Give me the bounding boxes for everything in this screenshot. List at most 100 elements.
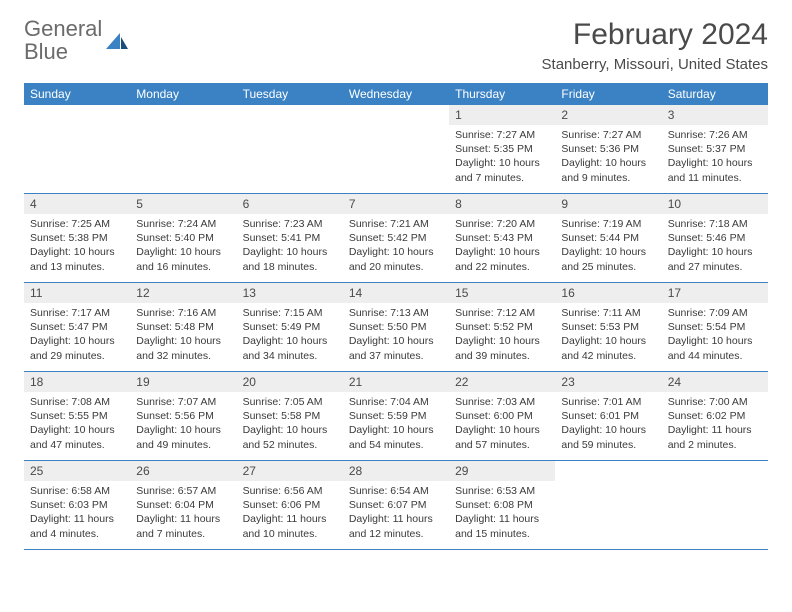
calendar-cell xyxy=(237,105,343,194)
day-number: 4 xyxy=(24,194,130,214)
weekday-header: Friday xyxy=(555,83,661,105)
day-number: 16 xyxy=(555,283,661,303)
day-number: 29 xyxy=(449,461,555,481)
day-body: Sunrise: 7:27 AMSunset: 5:35 PMDaylight:… xyxy=(449,125,555,190)
day-body: Sunrise: 7:04 AMSunset: 5:59 PMDaylight:… xyxy=(343,392,449,457)
day-number: 22 xyxy=(449,372,555,392)
calendar-cell: 24Sunrise: 7:00 AMSunset: 6:02 PMDayligh… xyxy=(662,372,768,461)
day-body: Sunrise: 7:13 AMSunset: 5:50 PMDaylight:… xyxy=(343,303,449,368)
day-body: Sunrise: 7:27 AMSunset: 5:36 PMDaylight:… xyxy=(555,125,661,190)
calendar-cell: 22Sunrise: 7:03 AMSunset: 6:00 PMDayligh… xyxy=(449,372,555,461)
day-body: Sunrise: 7:20 AMSunset: 5:43 PMDaylight:… xyxy=(449,214,555,279)
day-body: Sunrise: 7:24 AMSunset: 5:40 PMDaylight:… xyxy=(130,214,236,279)
day-body: Sunrise: 7:05 AMSunset: 5:58 PMDaylight:… xyxy=(237,392,343,457)
day-body: Sunrise: 6:58 AMSunset: 6:03 PMDaylight:… xyxy=(24,481,130,546)
day-body: Sunrise: 7:03 AMSunset: 6:00 PMDaylight:… xyxy=(449,392,555,457)
calendar-cell xyxy=(24,105,130,194)
calendar-cell: 8Sunrise: 7:20 AMSunset: 5:43 PMDaylight… xyxy=(449,194,555,283)
calendar-cell: 14Sunrise: 7:13 AMSunset: 5:50 PMDayligh… xyxy=(343,283,449,372)
table-row: 25Sunrise: 6:58 AMSunset: 6:03 PMDayligh… xyxy=(24,461,768,550)
day-body: Sunrise: 7:19 AMSunset: 5:44 PMDaylight:… xyxy=(555,214,661,279)
day-number: 13 xyxy=(237,283,343,303)
calendar-cell: 29Sunrise: 6:53 AMSunset: 6:08 PMDayligh… xyxy=(449,461,555,550)
day-number: 21 xyxy=(343,372,449,392)
day-number: 8 xyxy=(449,194,555,214)
day-number: 19 xyxy=(130,372,236,392)
day-number: 5 xyxy=(130,194,236,214)
day-number: 27 xyxy=(237,461,343,481)
day-body: Sunrise: 7:26 AMSunset: 5:37 PMDaylight:… xyxy=(662,125,768,190)
page-title: February 2024 xyxy=(542,18,768,52)
calendar-cell xyxy=(343,105,449,194)
day-number: 10 xyxy=(662,194,768,214)
calendar-cell: 19Sunrise: 7:07 AMSunset: 5:56 PMDayligh… xyxy=(130,372,236,461)
weekday-header: Monday xyxy=(130,83,236,105)
day-body: Sunrise: 7:09 AMSunset: 5:54 PMDaylight:… xyxy=(662,303,768,368)
day-body: Sunrise: 7:17 AMSunset: 5:47 PMDaylight:… xyxy=(24,303,130,368)
day-number: 17 xyxy=(662,283,768,303)
calendar-cell: 3Sunrise: 7:26 AMSunset: 5:37 PMDaylight… xyxy=(662,105,768,194)
calendar-cell: 11Sunrise: 7:17 AMSunset: 5:47 PMDayligh… xyxy=(24,283,130,372)
day-body: Sunrise: 7:21 AMSunset: 5:42 PMDaylight:… xyxy=(343,214,449,279)
table-row: 1Sunrise: 7:27 AMSunset: 5:35 PMDaylight… xyxy=(24,105,768,194)
day-number: 1 xyxy=(449,105,555,125)
weekday-header: Thursday xyxy=(449,83,555,105)
day-body: Sunrise: 7:11 AMSunset: 5:53 PMDaylight:… xyxy=(555,303,661,368)
calendar-cell: 7Sunrise: 7:21 AMSunset: 5:42 PMDaylight… xyxy=(343,194,449,283)
calendar-cell: 5Sunrise: 7:24 AMSunset: 5:40 PMDaylight… xyxy=(130,194,236,283)
day-number: 18 xyxy=(24,372,130,392)
calendar-cell xyxy=(555,461,661,550)
calendar-cell: 23Sunrise: 7:01 AMSunset: 6:01 PMDayligh… xyxy=(555,372,661,461)
day-number: 9 xyxy=(555,194,661,214)
day-body: Sunrise: 7:08 AMSunset: 5:55 PMDaylight:… xyxy=(24,392,130,457)
day-number: 24 xyxy=(662,372,768,392)
day-body: Sunrise: 7:07 AMSunset: 5:56 PMDaylight:… xyxy=(130,392,236,457)
weekday-header: Sunday xyxy=(24,83,130,105)
day-number: 3 xyxy=(662,105,768,125)
calendar-cell: 26Sunrise: 6:57 AMSunset: 6:04 PMDayligh… xyxy=(130,461,236,550)
calendar-table: SundayMondayTuesdayWednesdayThursdayFrid… xyxy=(24,83,768,550)
day-number: 2 xyxy=(555,105,661,125)
day-body: Sunrise: 6:56 AMSunset: 6:06 PMDaylight:… xyxy=(237,481,343,546)
day-body: Sunrise: 7:12 AMSunset: 5:52 PMDaylight:… xyxy=(449,303,555,368)
table-row: 11Sunrise: 7:17 AMSunset: 5:47 PMDayligh… xyxy=(24,283,768,372)
day-body: Sunrise: 7:00 AMSunset: 6:02 PMDaylight:… xyxy=(662,392,768,457)
day-body: Sunrise: 7:15 AMSunset: 5:49 PMDaylight:… xyxy=(237,303,343,368)
day-number: 6 xyxy=(237,194,343,214)
day-body: Sunrise: 7:25 AMSunset: 5:38 PMDaylight:… xyxy=(24,214,130,279)
day-body: Sunrise: 7:23 AMSunset: 5:41 PMDaylight:… xyxy=(237,214,343,279)
location: Stanberry, Missouri, United States xyxy=(542,56,768,73)
day-number: 12 xyxy=(130,283,236,303)
calendar-cell: 27Sunrise: 6:56 AMSunset: 6:06 PMDayligh… xyxy=(237,461,343,550)
day-body: Sunrise: 6:54 AMSunset: 6:07 PMDaylight:… xyxy=(343,481,449,546)
calendar-cell: 13Sunrise: 7:15 AMSunset: 5:49 PMDayligh… xyxy=(237,283,343,372)
weekday-header: Tuesday xyxy=(237,83,343,105)
day-body: Sunrise: 7:01 AMSunset: 6:01 PMDaylight:… xyxy=(555,392,661,457)
calendar-cell xyxy=(662,461,768,550)
calendar-cell: 9Sunrise: 7:19 AMSunset: 5:44 PMDaylight… xyxy=(555,194,661,283)
table-row: 18Sunrise: 7:08 AMSunset: 5:55 PMDayligh… xyxy=(24,372,768,461)
calendar-cell: 10Sunrise: 7:18 AMSunset: 5:46 PMDayligh… xyxy=(662,194,768,283)
calendar-cell: 20Sunrise: 7:05 AMSunset: 5:58 PMDayligh… xyxy=(237,372,343,461)
logo-word2: Blue xyxy=(24,39,68,64)
calendar-cell: 12Sunrise: 7:16 AMSunset: 5:48 PMDayligh… xyxy=(130,283,236,372)
calendar-cell: 17Sunrise: 7:09 AMSunset: 5:54 PMDayligh… xyxy=(662,283,768,372)
logo-sail-icon xyxy=(106,33,128,49)
day-body: Sunrise: 7:18 AMSunset: 5:46 PMDaylight:… xyxy=(662,214,768,279)
day-number: 11 xyxy=(24,283,130,303)
calendar-cell: 25Sunrise: 6:58 AMSunset: 6:03 PMDayligh… xyxy=(24,461,130,550)
calendar-cell: 4Sunrise: 7:25 AMSunset: 5:38 PMDaylight… xyxy=(24,194,130,283)
calendar-cell: 2Sunrise: 7:27 AMSunset: 5:36 PMDaylight… xyxy=(555,105,661,194)
calendar-cell: 21Sunrise: 7:04 AMSunset: 5:59 PMDayligh… xyxy=(343,372,449,461)
weekday-header: Saturday xyxy=(662,83,768,105)
calendar-cell: 16Sunrise: 7:11 AMSunset: 5:53 PMDayligh… xyxy=(555,283,661,372)
header: General Blue February 2024 Stanberry, Mi… xyxy=(24,18,768,73)
day-number: 15 xyxy=(449,283,555,303)
logo: General Blue xyxy=(24,18,128,64)
day-number: 7 xyxy=(343,194,449,214)
calendar-cell xyxy=(130,105,236,194)
day-number: 26 xyxy=(130,461,236,481)
day-number: 23 xyxy=(555,372,661,392)
table-row: 4Sunrise: 7:25 AMSunset: 5:38 PMDaylight… xyxy=(24,194,768,283)
weekday-header: Wednesday xyxy=(343,83,449,105)
